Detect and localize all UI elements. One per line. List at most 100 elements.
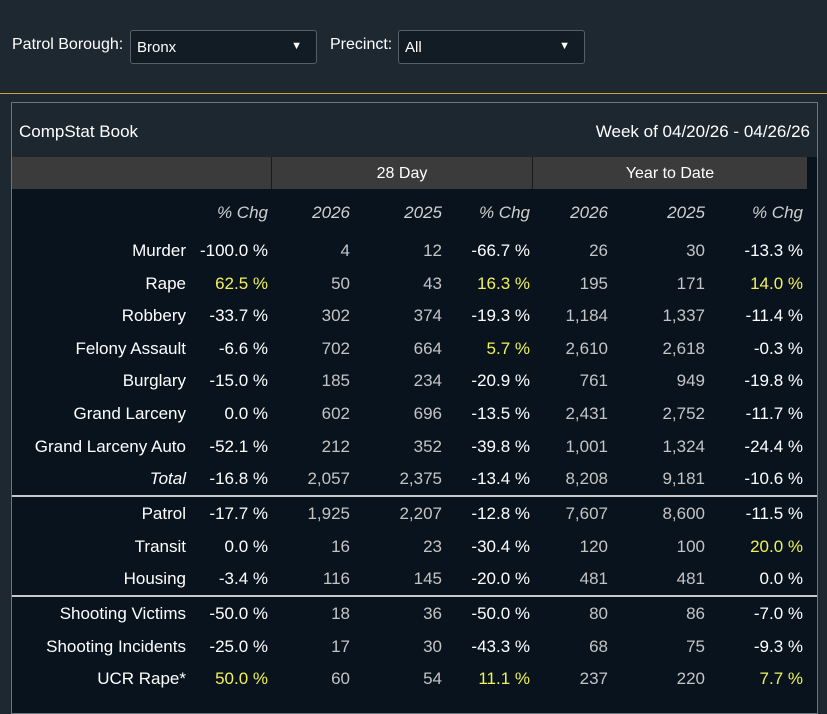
count: 36 <box>423 604 442 623</box>
column-header: % Chg <box>751 203 803 222</box>
pct-change: -11.4 % <box>745 306 803 326</box>
column-header: 2026 <box>570 203 608 222</box>
row-label: Grand Larceny <box>73 404 186 423</box>
row-label: Housing <box>123 569 186 589</box>
count: 949 <box>676 371 705 391</box>
count: 185 <box>321 371 350 391</box>
count: 352 <box>413 436 442 456</box>
row-label: Murder <box>132 241 186 260</box>
count: 120 <box>579 536 608 556</box>
panel-header: CompStat Book Week of 04/20/26 - 04/26/2… <box>12 103 817 157</box>
pct-change: -13.5 % <box>471 404 530 423</box>
pct-change: 50.0 % <box>215 669 268 689</box>
pct-change: -50.0 % <box>209 604 268 623</box>
compstat-panel: CompStat Book Week of 04/20/26 - 04/26/2… <box>11 102 818 714</box>
count: 212 <box>321 436 350 456</box>
count: 80 <box>589 604 608 623</box>
pct-change: 0.0 % <box>224 536 268 556</box>
count: 481 <box>579 569 608 589</box>
pct-change: -7.0 % <box>753 604 803 623</box>
section-separator <box>12 595 817 597</box>
count: 1,337 <box>662 306 705 326</box>
count: 4 <box>340 241 350 260</box>
group-header: Year to Date <box>625 165 715 182</box>
count: 50 <box>331 273 350 293</box>
row-label: Patrol <box>141 504 186 523</box>
week-range: Week of 04/20/26 - 04/26/26 <box>595 122 810 141</box>
pct-change: -6.6 % <box>218 338 268 358</box>
count: 86 <box>686 604 705 623</box>
count: 664 <box>413 338 442 358</box>
count: 116 <box>322 569 350 589</box>
count: 30 <box>686 241 705 260</box>
pct-change: 7.7 % <box>759 669 803 689</box>
count: 1,001 <box>565 436 608 456</box>
count: 54 <box>423 669 442 689</box>
precinct-select[interactable]: All ▼ <box>398 30 585 64</box>
count: 30 <box>423 636 442 656</box>
pct-change: -24.4 % <box>744 436 803 456</box>
column-header: % Chg <box>478 203 530 222</box>
select-value: All <box>405 39 422 56</box>
count: 100 <box>676 536 705 556</box>
pct-change: 14.0 % <box>750 273 803 293</box>
count: 75 <box>686 636 705 656</box>
pct-change: -39.8 % <box>471 436 530 456</box>
count: 23 <box>423 536 442 556</box>
pct-change: -13.3 % <box>744 241 803 260</box>
row-label: Burglary <box>122 371 186 391</box>
pct-change: 62.5 % <box>215 273 268 293</box>
count: 302 <box>321 306 350 326</box>
pct-change: -20.0 % <box>471 569 530 589</box>
row-label: Total <box>149 469 186 489</box>
filter-bar: Patrol Borough: Bronx ▼ Precinct: All ▼ <box>0 0 827 94</box>
pct-change: -12.8 % <box>471 504 530 523</box>
count: 8,208 <box>565 469 608 489</box>
pct-change: -17.7 % <box>209 504 268 523</box>
borough-select[interactable]: Bronx ▼ <box>130 30 317 64</box>
column-header: % Chg <box>216 203 268 222</box>
pct-change: -33.7 % <box>209 306 268 326</box>
count: 2,618 <box>662 338 705 358</box>
pct-change: -15.0 % <box>209 371 268 391</box>
column-header: 2025 <box>667 203 705 222</box>
column-header: 2026 <box>312 203 350 222</box>
count: 68 <box>589 636 608 656</box>
count: 234 <box>413 371 442 391</box>
count: 220 <box>676 669 705 689</box>
select-value: Bronx <box>137 39 177 56</box>
pct-change: -20.9 % <box>471 371 530 391</box>
group-header: 28 Day <box>376 165 428 182</box>
count: 43 <box>423 273 442 293</box>
count: 16 <box>331 536 350 556</box>
count: 8,600 <box>662 504 705 523</box>
pct-change: -66.7 % <box>471 241 530 260</box>
count: 7,607 <box>565 504 608 523</box>
row-label: Robbery <box>121 306 186 326</box>
column-header: 2025 <box>404 203 442 222</box>
row-label: Shooting Incidents <box>46 636 186 656</box>
pct-change: -13.4 % <box>471 469 530 489</box>
dropdown-arrow: ▼ <box>291 40 302 52</box>
count: 481 <box>676 569 705 589</box>
count: 602 <box>321 404 350 423</box>
count: 17 <box>331 636 350 656</box>
row-label: UCR Rape* <box>97 669 186 689</box>
row-label: Felony Assault <box>75 338 186 358</box>
group-band <box>12 157 807 189</box>
pct-change: -43.3 % <box>471 636 530 656</box>
pct-change: -3.4 % <box>218 569 268 589</box>
row-label: Rape <box>145 273 186 293</box>
pct-change: -50.0 % <box>471 604 530 623</box>
pct-change: -11.7 % <box>745 404 803 423</box>
count: 1,925 <box>307 504 350 523</box>
count: 9,181 <box>662 469 705 489</box>
pct-change: 0.0 % <box>759 569 803 589</box>
row-label: Grand Larceny Auto <box>34 436 186 456</box>
pct-change: 5.7 % <box>486 338 530 358</box>
count: 702 <box>321 338 350 358</box>
filter-label: Patrol Borough: <box>12 36 124 53</box>
pct-change: -19.8 % <box>744 371 803 391</box>
section-separator <box>12 495 817 497</box>
count: 60 <box>331 669 350 689</box>
